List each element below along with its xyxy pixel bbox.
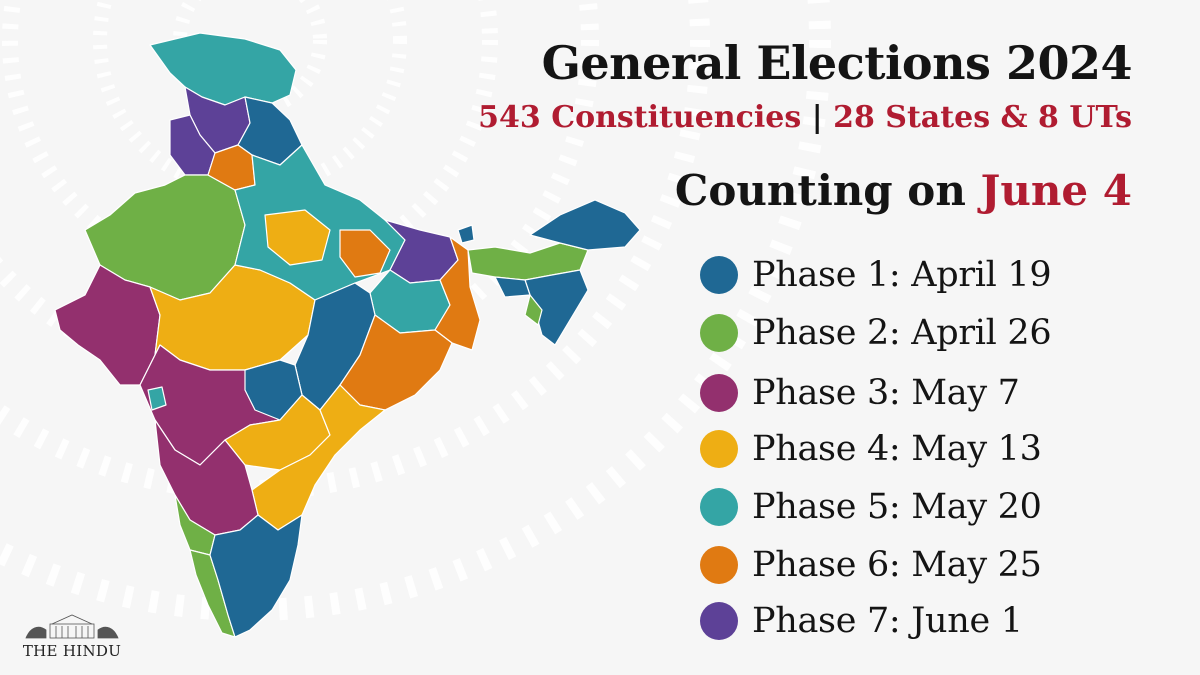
legend-label-phase-7: Phase 7: June 1 xyxy=(752,601,1023,641)
india-map xyxy=(40,25,660,655)
legend-item-phase-4: Phase 4: May 13 xyxy=(700,426,1042,472)
map-region-uttar-pradesh-central xyxy=(264,209,331,266)
subtitle-separator: | xyxy=(811,100,823,135)
map-region-goa xyxy=(147,386,167,411)
legend-item-phase-3: Phase 3: May 7 xyxy=(700,370,1020,416)
legend-item-phase-2: Phase 2: April 26 xyxy=(700,310,1052,356)
counting-date-heading: Counting on June 4 xyxy=(675,166,1132,215)
page-subtitle: 543 Constituencies | 28 States & 8 UTs xyxy=(478,100,1132,135)
legend-label-phase-5: Phase 5: May 20 xyxy=(752,487,1042,527)
counting-date: June 4 xyxy=(980,166,1132,215)
constituencies-count: 543 Constituencies xyxy=(478,100,802,135)
legend-item-phase-7: Phase 7: June 1 xyxy=(700,598,1023,644)
legend-label-phase-1: Phase 1: April 19 xyxy=(752,255,1052,295)
the-hindu-logo: THE HINDU xyxy=(12,612,132,662)
map-region-arunachal xyxy=(529,199,641,251)
legend-dot-phase-1 xyxy=(700,256,738,294)
legend-dot-phase-6 xyxy=(700,546,738,584)
counting-prefix: Counting on xyxy=(674,166,966,215)
map-region-tripura xyxy=(524,294,543,326)
map-region-sikkim xyxy=(457,224,475,244)
logo-emblem-icon xyxy=(25,614,119,639)
legend-dot-phase-4 xyxy=(700,430,738,468)
legend-label-phase-4: Phase 4: May 13 xyxy=(752,429,1042,469)
legend-label-phase-3: Phase 3: May 7 xyxy=(752,373,1020,413)
india-map-svg xyxy=(54,32,641,638)
map-region-uttar-pradesh-east xyxy=(339,229,391,278)
legend-item-phase-1: Phase 1: April 19 xyxy=(700,252,1052,298)
map-region-odisha xyxy=(339,314,453,411)
map-region-jammu-kashmir xyxy=(149,32,297,106)
legend-dot-phase-5 xyxy=(700,488,738,526)
legend-item-phase-6: Phase 6: May 25 xyxy=(700,542,1042,588)
legend-item-phase-5: Phase 5: May 20 xyxy=(700,484,1042,530)
legend-label-phase-6: Phase 6: May 25 xyxy=(752,545,1042,585)
legend-dot-phase-2 xyxy=(700,314,738,352)
states-count: 28 States & 8 UTs xyxy=(833,100,1132,135)
map-region-meghalaya xyxy=(494,276,531,298)
legend-label-phase-2: Phase 2: April 26 xyxy=(752,313,1052,353)
legend-dot-phase-3 xyxy=(700,374,738,412)
map-region-tamil-nadu xyxy=(209,514,303,638)
page-title: General Elections 2024 xyxy=(541,36,1133,90)
legend-dot-phase-7 xyxy=(700,602,738,640)
logo-wordmark: THE HINDU xyxy=(22,642,122,660)
